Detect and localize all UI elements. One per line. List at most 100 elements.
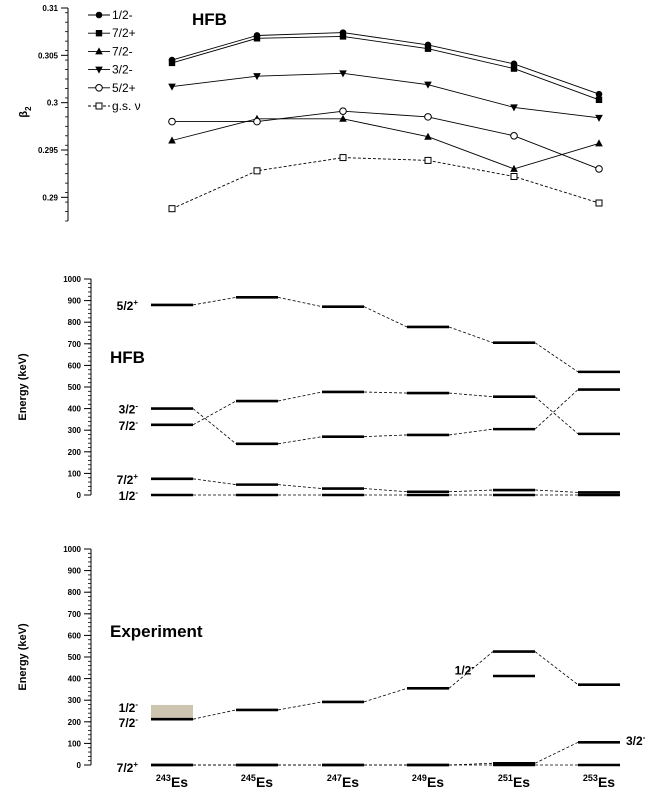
beta2-data-point	[510, 65, 518, 72]
hfb-levels-panel-title: HFB	[110, 348, 145, 367]
exp-levels-connector	[192, 709, 237, 720]
hfb-levels-connector	[534, 396, 579, 435]
beta2-data-point	[510, 132, 518, 140]
isotope-symbol: Es	[171, 774, 188, 790]
hfb-levels-level-series	[151, 477, 620, 494]
exp-levels-level-label-base: 3/2	[626, 734, 643, 748]
beta2-data-point	[253, 167, 261, 175]
hfb-levels-tick-label: 800	[68, 318, 82, 327]
hfb-levels-tick-label: 400	[68, 405, 82, 414]
exp-levels-tick-label: 300	[68, 696, 82, 705]
beta2-data-point	[510, 173, 518, 181]
beta2-panel: 0.29 0.295 0.3 0.305 0.31 β2 HFB 1/2- 7/2+ 7/2- 3/…	[18, 4, 603, 222]
beta2-y-axis-title-base: β	[18, 111, 30, 118]
exp-levels-level-label-base: 1/2	[455, 664, 472, 678]
isotope-label: 251Es	[498, 773, 530, 790]
hfb-levels-tick-label: 200	[68, 448, 82, 457]
exp-levels-panel: 0 100 200 300 400 500 600 700 800 900 1000 Energy (…	[17, 545, 646, 775]
exp-levels-connector	[534, 651, 579, 685]
isotope-symbol: Es	[598, 774, 615, 790]
legend-marker	[95, 11, 103, 19]
beta2-tick-label: 0.305	[38, 51, 59, 60]
hfb-levels-connector	[448, 489, 494, 493]
legend-label: 1/2-	[112, 8, 133, 22]
exp-levels-level-label: 7/2-	[119, 715, 139, 730]
isotope-labels: 243Es 245Es 247Es 249Es 251Es 253Es	[156, 773, 615, 790]
beta2-series-line	[171, 35, 600, 101]
exp-levels-connector	[363, 687, 408, 703]
hfb-levels-connector	[448, 428, 494, 436]
exp-levels-panel-title: Experiment	[110, 622, 203, 641]
hfb-levels-connector	[534, 389, 579, 430]
exp-levels-tick-label: 500	[68, 653, 82, 662]
isotope-mass: 253	[583, 773, 598, 783]
isotope-mass: 249	[412, 773, 427, 783]
exp-levels-tick-label: 0	[77, 761, 82, 770]
hfb-levels-connector	[277, 391, 323, 402]
hfb-levels-connector	[363, 488, 408, 493]
beta2-data-point	[595, 96, 603, 104]
exp-levels-shaded-band	[151, 704, 193, 720]
hfb-levels-tick-label: 500	[68, 383, 82, 392]
isotope-label: 245Es	[241, 773, 273, 790]
beta2-data-point	[339, 114, 347, 122]
hfb-levels-level-label: 3/2-	[119, 402, 139, 417]
hfb-levels-tick-label: 700	[68, 340, 82, 349]
exp-levels-tick-label: 900	[68, 567, 82, 576]
legend-marker	[95, 30, 103, 37]
beta2-data-point	[595, 114, 603, 122]
beta2-data-point	[168, 59, 176, 67]
hfb-levels-tick-label: 600	[68, 361, 82, 370]
exp-levels-tick-label: 600	[68, 631, 82, 640]
exp-levels-tick-label: 700	[68, 610, 82, 619]
legend-marker	[95, 66, 103, 74]
hfb-levels-level-label-sup: +	[133, 298, 138, 307]
beta2-data-point	[424, 45, 432, 52]
hfb-levels-connector	[277, 296, 323, 308]
hfb-levels-connector	[192, 478, 237, 486]
isotope-symbol: Es	[427, 774, 444, 790]
hfb-levels-level-label-base: 3/2	[119, 403, 136, 417]
beta2-data-point	[595, 139, 603, 147]
exp-levels-level-label-base: 1/2	[119, 701, 136, 715]
hfb-levels-level-label: 1/2-	[119, 488, 139, 503]
legend-label: 5/2+	[112, 81, 136, 95]
hfb-levels-connector	[192, 296, 237, 306]
legend-marker	[95, 84, 103, 92]
hfb-levels-level-label-sup: -	[135, 418, 138, 427]
exp-levels-level-label-base: 7/2	[119, 716, 136, 730]
exp-levels-level-label-base: 7/2	[117, 761, 134, 775]
exp-levels-level-label-sup: -	[135, 700, 138, 709]
hfb-levels-level-series	[151, 388, 620, 446]
beta2-series	[168, 107, 603, 173]
hfb-levels-connector	[448, 326, 494, 344]
beta2-y-axis-title-sub: 2	[24, 106, 33, 111]
hfb-levels-level-label: 5/2+	[117, 298, 139, 313]
legend-label: 3/2-	[112, 63, 133, 77]
beta2-data-point	[339, 33, 347, 40]
hfb-levels-tick-label: 900	[68, 297, 82, 306]
beta2-data-point	[168, 205, 176, 213]
hfb-levels-level-label: 7/2-	[119, 418, 139, 433]
hfb-levels-tick-label: 300	[68, 426, 82, 435]
exp-levels-tick-label: 200	[68, 718, 82, 727]
exp-levels-connector	[277, 701, 323, 711]
exp-levels-level-label-sup: -	[471, 663, 474, 672]
exp-levels-connector	[534, 741, 579, 764]
beta2-data-point	[595, 90, 603, 98]
beta2-tick-label: 0.31	[42, 4, 58, 13]
hfb-levels-level-label-base: 7/2	[119, 419, 136, 433]
beta2-series	[168, 114, 603, 172]
beta2-data-point	[510, 104, 518, 112]
beta2-data-point	[595, 165, 603, 173]
exp-levels-level-label: 7/2+	[117, 760, 139, 775]
hfb-levels-connector	[363, 391, 408, 394]
hfb-levels-y-axis-title: Energy (keV)	[17, 353, 29, 421]
exp-levels-level-series	[151, 650, 620, 721]
exp-levels-tick-label: 800	[68, 588, 82, 597]
beta2-data-point	[424, 113, 432, 121]
beta2-tick-label: 0.3	[47, 99, 59, 108]
beta2-legend: 1/2- 7/2+ 7/2- 3/2- 5/2+ g.s. ν	[88, 8, 141, 113]
hfb-levels-level-label: 7/2+	[117, 472, 139, 487]
